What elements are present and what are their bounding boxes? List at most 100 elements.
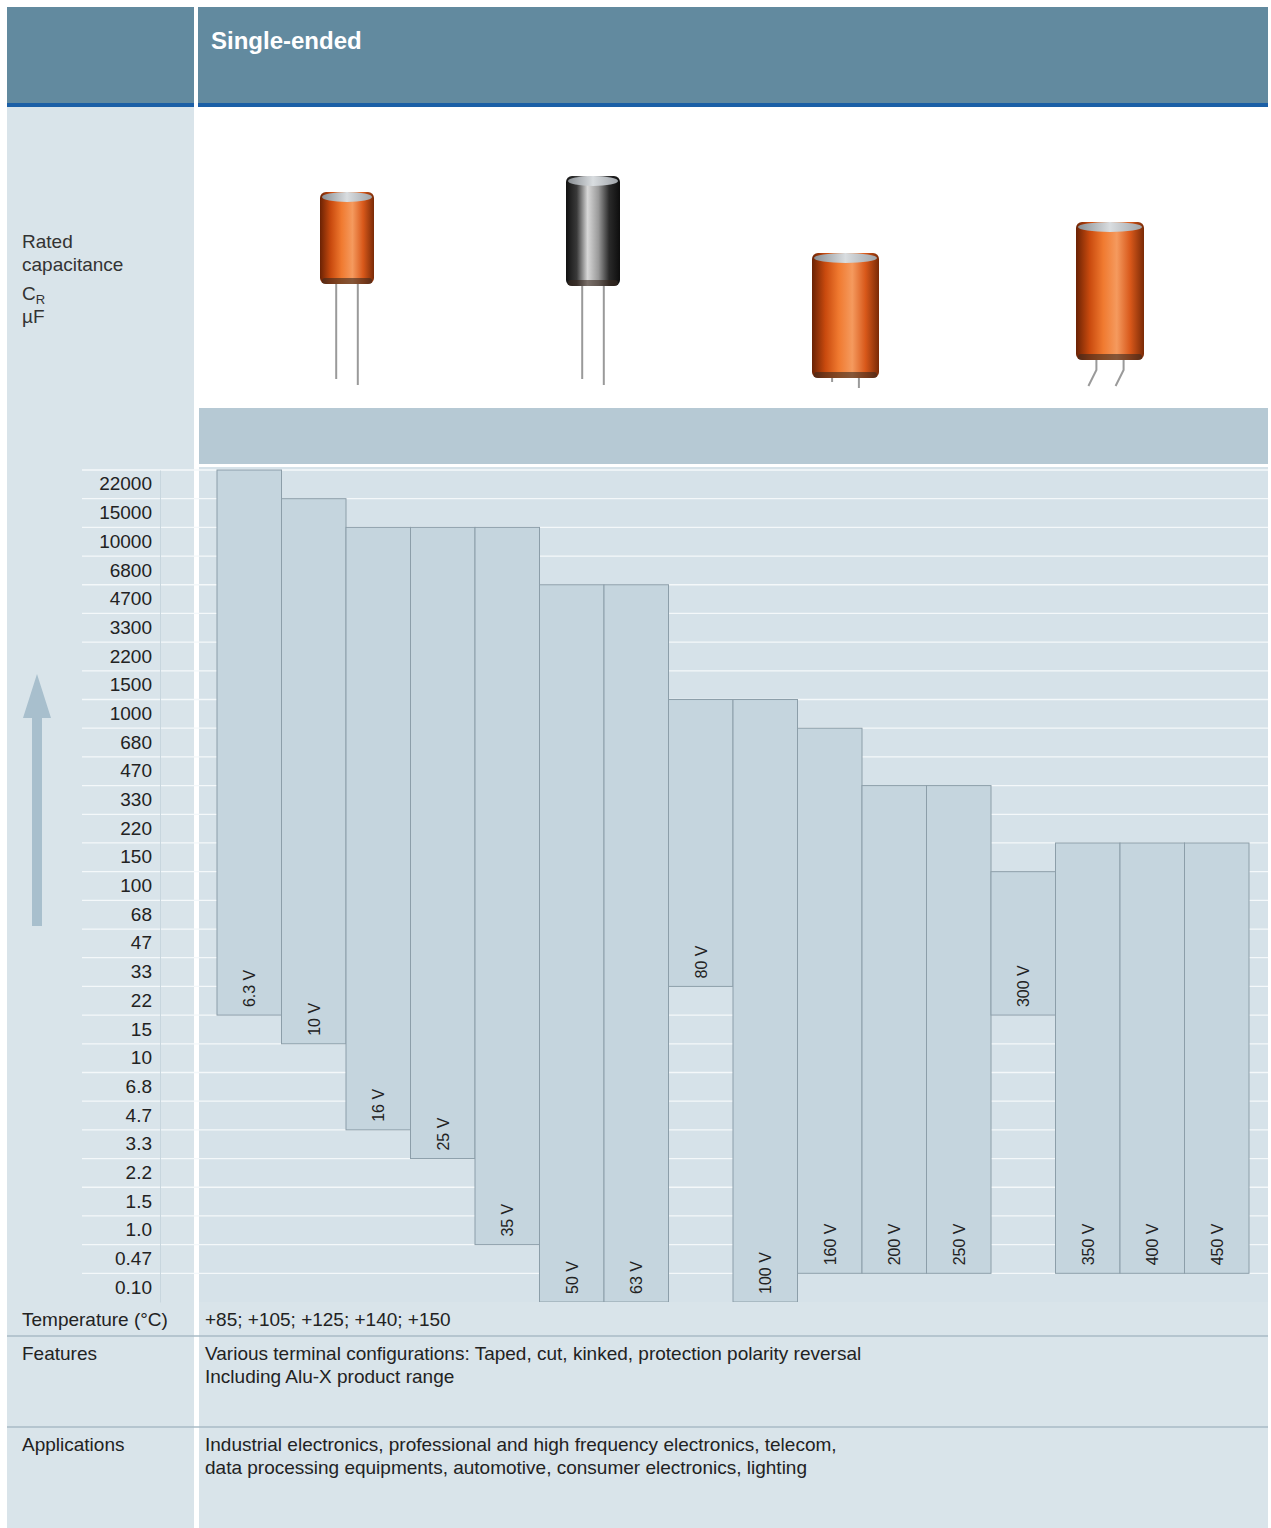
tick: 4700 [110,588,160,609]
range-bar [669,700,734,987]
range-bar [798,728,863,1273]
tick-label: 6800 [110,559,152,580]
tick-label: 15000 [99,502,152,523]
tick-label: 1.5 [126,1191,152,1212]
range-bar [927,786,992,1274]
sub-band [199,408,1268,464]
tick: 68 [131,904,160,925]
tick-label: 1500 [110,674,152,695]
tick-label: 3.3 [126,1133,152,1154]
category-label: 35 V [499,1203,516,1236]
grid [82,470,1268,1273]
range-bar [991,872,1056,1015]
tick: 1.0 [126,1219,160,1240]
category-label: 300 V [1015,965,1032,1007]
capacitor-base [568,280,618,286]
category-label: 450 V [1209,1223,1226,1265]
row-text: Various terminal configurations: Taped, … [205,1343,861,1364]
y-axis-symbol: CR [22,283,45,307]
tick: 220 [120,818,160,839]
range-bar [733,700,798,1302]
range-bar [604,585,669,1302]
range-bar [346,527,411,1129]
tick-label: 1.0 [126,1219,152,1240]
tick: 3.3 [126,1133,160,1154]
category-label: 350 V [1080,1223,1097,1265]
y-axis-title: Rated [22,231,73,252]
tick-label: 0.47 [115,1248,152,1269]
tick: 100 [120,875,160,896]
capacitor-picture [1076,222,1144,386]
bars [217,470,1249,1302]
capacitor-top [814,253,877,263]
category-label: 50 V [564,1261,581,1294]
capacitor-picture [566,176,620,385]
tick: 4.7 [126,1105,160,1126]
tick: 47 [131,932,160,953]
tick-label: 150 [120,846,152,867]
lead [858,378,860,388]
tick-label: 2200 [110,646,152,667]
range-bar [1056,843,1121,1273]
axis-line [160,471,161,1303]
tick-label: 22000 [99,473,152,494]
tick-label: 3300 [110,617,152,638]
tick: 22 [131,990,160,1011]
capacitor-base [814,372,877,378]
capacitor-base [322,278,372,284]
tick: 0.47 [115,1248,160,1269]
lead [1088,360,1096,386]
capacitor-body [812,253,879,378]
capacitor-top [1078,222,1142,232]
capacitor-picture [320,192,374,385]
range-bar [862,786,927,1274]
lead [581,286,583,379]
tick-label: 470 [120,760,152,781]
lead [831,378,833,382]
tick-label: 680 [120,732,152,753]
arrow [23,674,51,926]
tick-label: 1000 [110,703,152,724]
tick: 6800 [110,559,160,580]
tick: 15 [131,1019,160,1040]
category-label: 80 V [693,945,710,978]
capacitor-picture [812,253,879,388]
tick-label: 10000 [99,531,152,552]
tick: 15000 [99,502,160,523]
tick: 2.2 [126,1162,160,1183]
page: Single-endedRatedcapacitanceCRµF0.100.47… [0,0,1271,1528]
range-bar [217,470,282,1015]
lead [1116,360,1124,386]
voltage-labels: 6.3 V10 V16 V25 V35 V50 V63 V80 V100 V16… [241,945,1226,1294]
tick: 1000 [110,703,160,724]
row-label: Applications [22,1434,124,1455]
range-bar [475,527,540,1244]
symbol: C [22,283,36,304]
range-bar [411,527,476,1158]
capacitor-base [1078,354,1142,360]
capacitor-body [566,176,620,286]
tick-label: 10 [131,1047,152,1068]
range-bar [1120,843,1185,1273]
tick: 10000 [99,531,160,552]
tick: 680 [120,732,160,753]
tick-label: 6.8 [126,1076,152,1097]
lead [335,284,337,379]
tick: 470 [120,760,160,781]
left-column [7,107,195,1528]
tick: 2200 [110,646,160,667]
row-label: Temperature (°C) [22,1309,168,1330]
tick: 33 [131,961,160,982]
tick: 150 [120,846,160,867]
range-bar [1185,843,1250,1273]
y-axis-title: capacitance [22,254,123,275]
tick-label: 15 [131,1019,152,1040]
tick-label: 33 [131,961,152,982]
category-label: 250 V [951,1223,968,1265]
image-area [199,107,1268,407]
tick: 10 [131,1047,160,1068]
footer-table: Temperature (°C)+85; +105; +125; +140; +… [7,1309,1268,1478]
category-label: 63 V [628,1261,645,1294]
category-label: 100 V [757,1252,774,1294]
tick: 0.10 [115,1277,160,1298]
